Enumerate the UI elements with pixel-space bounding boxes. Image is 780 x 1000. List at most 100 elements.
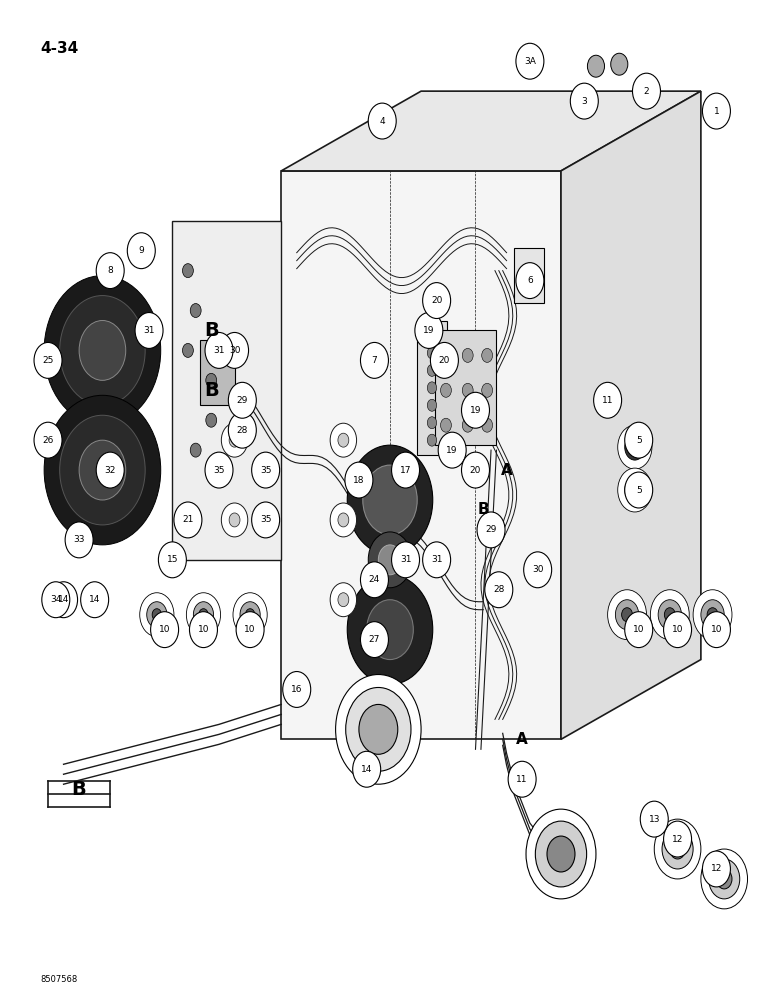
Circle shape: [44, 276, 161, 425]
Circle shape: [190, 612, 218, 648]
Circle shape: [360, 562, 388, 598]
Text: 11: 11: [602, 396, 613, 405]
Circle shape: [570, 83, 598, 119]
Circle shape: [330, 503, 356, 537]
Circle shape: [34, 422, 62, 458]
Circle shape: [345, 462, 373, 498]
Circle shape: [415, 313, 443, 348]
Circle shape: [547, 836, 575, 872]
Circle shape: [359, 704, 398, 754]
Circle shape: [651, 590, 690, 640]
Circle shape: [363, 465, 417, 535]
Text: 10: 10: [672, 625, 683, 634]
Circle shape: [441, 418, 452, 432]
Circle shape: [368, 532, 412, 588]
Circle shape: [44, 395, 161, 545]
Circle shape: [523, 552, 551, 588]
Text: 33: 33: [73, 535, 85, 544]
Circle shape: [625, 472, 653, 508]
Text: 28: 28: [493, 585, 505, 594]
FancyBboxPatch shape: [514, 248, 544, 303]
Text: 5: 5: [636, 486, 642, 495]
Circle shape: [338, 433, 349, 447]
Circle shape: [526, 809, 596, 899]
Text: 31: 31: [431, 555, 442, 564]
Text: B: B: [204, 381, 218, 400]
Text: 5: 5: [636, 436, 642, 445]
Circle shape: [463, 418, 473, 432]
Text: 31: 31: [213, 346, 225, 355]
Circle shape: [463, 383, 473, 397]
Polygon shape: [281, 91, 701, 171]
Circle shape: [615, 600, 639, 630]
Circle shape: [338, 593, 349, 607]
Text: 10: 10: [244, 625, 256, 634]
Text: 20: 20: [470, 466, 481, 475]
Circle shape: [79, 440, 126, 500]
Circle shape: [438, 432, 466, 468]
Circle shape: [140, 593, 174, 637]
Text: 30: 30: [229, 346, 240, 355]
Polygon shape: [281, 171, 561, 739]
Circle shape: [625, 422, 653, 458]
Circle shape: [427, 347, 437, 359]
Circle shape: [608, 590, 647, 640]
Circle shape: [186, 593, 221, 637]
Circle shape: [246, 609, 255, 621]
Circle shape: [618, 425, 652, 469]
Circle shape: [427, 329, 437, 341]
Circle shape: [222, 423, 248, 457]
Circle shape: [206, 413, 217, 427]
Circle shape: [158, 542, 186, 578]
Circle shape: [205, 332, 233, 368]
Circle shape: [441, 348, 452, 362]
Circle shape: [80, 582, 108, 618]
Circle shape: [229, 382, 257, 418]
Circle shape: [346, 687, 411, 771]
Circle shape: [252, 452, 280, 488]
Text: 21: 21: [183, 515, 193, 524]
Circle shape: [96, 253, 124, 289]
Circle shape: [360, 342, 388, 378]
Text: 11: 11: [516, 775, 528, 784]
Text: 17: 17: [400, 466, 411, 475]
Text: 30: 30: [532, 565, 544, 574]
Circle shape: [221, 332, 249, 368]
Circle shape: [338, 513, 349, 527]
Circle shape: [625, 612, 653, 648]
Text: 14: 14: [89, 595, 101, 604]
Text: 19: 19: [446, 446, 458, 455]
Text: 20: 20: [431, 296, 442, 305]
Circle shape: [335, 675, 421, 784]
Circle shape: [60, 415, 145, 525]
FancyBboxPatch shape: [200, 340, 235, 405]
Circle shape: [330, 583, 356, 617]
Text: 10: 10: [633, 625, 644, 634]
Text: 15: 15: [167, 555, 178, 564]
Text: 34: 34: [50, 595, 62, 604]
Circle shape: [709, 859, 739, 899]
Circle shape: [353, 751, 381, 787]
Circle shape: [79, 320, 126, 380]
Text: 20: 20: [438, 356, 450, 365]
Circle shape: [368, 103, 396, 139]
Circle shape: [240, 602, 261, 628]
Text: 24: 24: [369, 575, 380, 584]
Circle shape: [587, 55, 604, 77]
Circle shape: [233, 593, 268, 637]
Circle shape: [664, 612, 692, 648]
Circle shape: [431, 342, 459, 378]
Text: 6: 6: [527, 276, 533, 285]
Circle shape: [633, 73, 661, 109]
Circle shape: [347, 575, 433, 684]
Text: A: A: [516, 732, 528, 747]
Circle shape: [423, 542, 451, 578]
Circle shape: [707, 608, 718, 622]
Circle shape: [463, 348, 473, 362]
Text: B: B: [204, 321, 218, 340]
Circle shape: [703, 851, 730, 887]
Circle shape: [640, 801, 668, 837]
Text: 25: 25: [42, 356, 54, 365]
Circle shape: [229, 513, 240, 527]
Circle shape: [423, 283, 451, 319]
